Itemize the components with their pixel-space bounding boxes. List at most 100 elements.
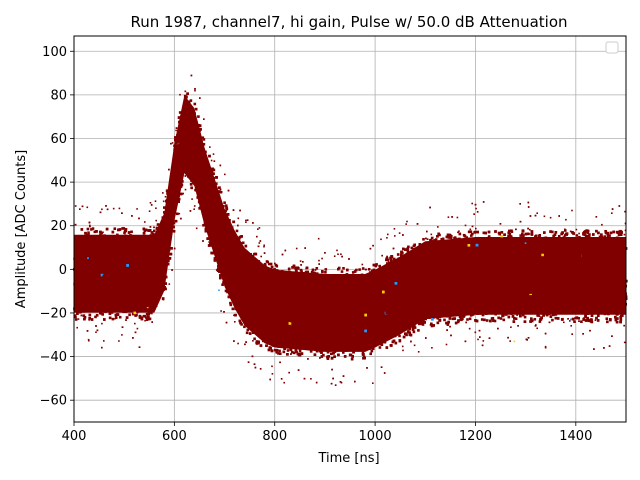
data-point <box>82 310 86 313</box>
data-point <box>553 304 555 306</box>
data-point <box>458 288 462 292</box>
data-point <box>335 337 339 340</box>
data-point <box>455 276 459 280</box>
data-point <box>196 126 200 129</box>
data-point <box>437 272 440 275</box>
data-point <box>398 301 402 305</box>
data-point <box>159 259 162 263</box>
data-point <box>202 143 206 146</box>
data-point <box>453 297 457 301</box>
data-point <box>78 288 81 291</box>
data-point <box>408 327 411 331</box>
data-point <box>526 232 530 236</box>
data-point <box>472 282 476 286</box>
data-point <box>438 303 441 306</box>
data-point <box>527 279 531 283</box>
data-point <box>541 306 544 310</box>
data-point <box>503 246 506 250</box>
data-point <box>165 189 169 192</box>
data-point <box>365 295 368 299</box>
data-point <box>617 304 620 308</box>
data-point <box>564 268 567 271</box>
data-point <box>581 295 584 299</box>
data-point <box>443 287 446 291</box>
data-point <box>345 338 349 341</box>
data-point <box>575 228 578 231</box>
data-point <box>445 235 449 239</box>
data-point <box>165 199 169 202</box>
data-point <box>196 196 199 199</box>
data-point <box>439 261 443 265</box>
data-point <box>89 224 91 227</box>
data-point <box>486 250 489 253</box>
data-point <box>194 107 198 111</box>
data-point <box>407 245 410 249</box>
data-point <box>106 252 110 255</box>
data-point <box>312 273 316 277</box>
data-point <box>529 287 532 289</box>
data-point <box>407 330 410 334</box>
data-point <box>429 256 432 260</box>
data-point <box>577 261 581 264</box>
data-point <box>299 260 302 262</box>
data-point <box>605 299 608 302</box>
data-point <box>480 300 483 303</box>
data-point <box>436 286 439 289</box>
data-point <box>268 262 271 266</box>
data-point <box>471 202 473 205</box>
data-point <box>74 285 78 288</box>
data-point <box>529 320 532 323</box>
data-point <box>178 169 181 173</box>
data-point <box>423 283 427 287</box>
data-point <box>371 289 373 292</box>
data-point <box>585 243 588 247</box>
data-point <box>448 297 451 300</box>
data-point <box>330 318 333 322</box>
data-point <box>300 316 303 320</box>
data-point <box>309 350 313 353</box>
data-point <box>481 288 484 291</box>
data-point <box>82 298 85 301</box>
data-point <box>293 295 296 298</box>
data-point <box>327 342 331 345</box>
data-point <box>412 308 416 312</box>
data-point <box>125 252 129 256</box>
data-point <box>332 319 335 322</box>
data-point <box>456 305 459 309</box>
data-point <box>373 298 376 302</box>
data-point <box>331 280 335 284</box>
data-point <box>101 266 103 269</box>
data-point <box>279 352 282 355</box>
data-point <box>510 306 514 309</box>
data-point <box>401 259 403 262</box>
data-point <box>398 232 401 234</box>
data-point <box>301 308 304 310</box>
data-point <box>211 232 215 235</box>
data-point <box>361 301 365 305</box>
data-point <box>329 275 333 278</box>
data-point <box>403 264 406 267</box>
data-point <box>240 273 244 276</box>
data-point <box>265 312 268 316</box>
data-point <box>240 289 243 292</box>
data-point <box>75 253 78 256</box>
data-point <box>440 314 442 316</box>
data-point <box>162 274 166 277</box>
data-point <box>237 237 241 240</box>
data-point <box>291 286 293 289</box>
data-point <box>601 250 604 253</box>
data-point <box>351 326 355 330</box>
data-point <box>357 345 360 348</box>
data-point <box>601 248 605 251</box>
data-point <box>111 230 115 234</box>
data-point <box>93 240 96 244</box>
data-point <box>235 269 239 272</box>
data-point <box>454 306 457 308</box>
data-point <box>572 292 575 296</box>
data-point <box>519 291 523 295</box>
data-point <box>388 317 390 320</box>
data-point <box>388 287 392 290</box>
data-point <box>201 204 205 207</box>
data-point <box>437 226 439 228</box>
data-point <box>122 245 126 249</box>
